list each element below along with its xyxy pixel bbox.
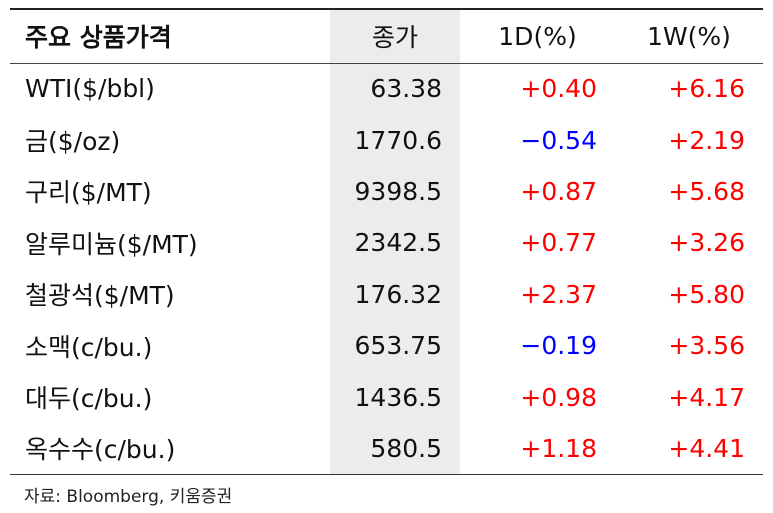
- change-pct: −0.54: [520, 125, 597, 155]
- table-row: 철광석($/MT) 176.32 +2.37 +5.80: [10, 268, 763, 320]
- table-row: 알루미늄($/MT) 2342.5 +0.77 +3.26: [10, 217, 763, 269]
- table-row: 구리($/MT) 9398.5 +0.87 +5.68: [10, 165, 763, 218]
- change-pct: +5.80: [668, 279, 745, 309]
- header-row: 주요 상품가격 종가 1D(%) 1W(%): [10, 9, 763, 63]
- close-price: 2342.5: [330, 217, 460, 269]
- change-pct: +4.17: [668, 382, 745, 412]
- change-pct: +3.26: [668, 228, 745, 258]
- change-pct: +1.18: [520, 433, 597, 463]
- table-row: WTI($/bbl) 63.38 +0.40 +6.16: [10, 63, 763, 115]
- change-pct: +5.68: [668, 176, 745, 206]
- change-pct: −0.19: [520, 331, 597, 361]
- table-row: 소맥(c/bu.) 653.75 −0.19 +3.56: [10, 319, 763, 372]
- table-row: 대두(c/bu.) 1436.5 +0.98 +4.17: [10, 371, 763, 423]
- item-name: WTI($/bbl): [25, 74, 155, 104]
- change-pct: +0.40: [520, 74, 597, 104]
- close-price: 580.5: [330, 422, 460, 475]
- item-name: 알루미늄($/MT): [25, 229, 198, 259]
- item-name: 옥수수(c/bu.): [25, 435, 176, 465]
- close-price: 653.75: [330, 319, 460, 372]
- table-row: 금($/oz) 1770.6 −0.54 +2.19: [10, 114, 763, 166]
- item-name: 금($/oz): [25, 127, 121, 157]
- item-name: 철광석($/MT): [25, 281, 175, 311]
- header-cell: 1D(%): [498, 21, 577, 51]
- change-pct: +2.19: [668, 125, 745, 155]
- change-pct: +2.37: [520, 279, 597, 309]
- item-name: 대두(c/bu.): [25, 384, 153, 414]
- table-row: 옥수수(c/bu.) 580.5 +1.18 +4.41: [10, 422, 763, 475]
- header-cell: 1W(%): [647, 21, 731, 51]
- change-pct: +6.16: [668, 74, 745, 104]
- change-pct: +0.87: [520, 176, 597, 206]
- change-pct: +3.56: [668, 331, 745, 361]
- close-price: 1770.6: [330, 114, 460, 166]
- header-cell: 종가: [330, 9, 460, 63]
- close-price: 1436.5: [330, 371, 460, 423]
- change-pct: +0.98: [520, 382, 597, 412]
- close-price: 63.38: [330, 63, 460, 115]
- change-pct: +4.41: [668, 433, 745, 463]
- change-pct: +0.77: [520, 228, 597, 258]
- close-price: 9398.5: [330, 165, 460, 218]
- price-table: 주요 상품가격 종가 1D(%) 1W(%) WTI($/bbl) 63.38 +0…: [10, 8, 763, 475]
- item-name: 구리($/MT): [25, 178, 152, 208]
- item-name: 소맥(c/bu.): [25, 332, 153, 362]
- source-note: 자료: Bloomberg, 키움증권: [24, 487, 233, 507]
- table-body: WTI($/bbl) 63.38 +0.40 +6.16 금($/oz) 1770.6 −0…: [10, 63, 763, 475]
- close-price: 176.32: [330, 268, 460, 320]
- header-cell: 주요 상품가격: [25, 23, 172, 53]
